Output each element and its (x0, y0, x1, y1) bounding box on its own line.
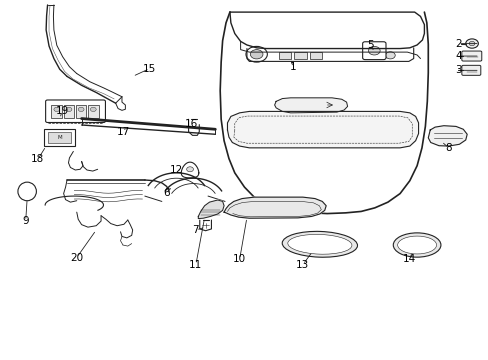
Bar (278, 52, 290, 59)
Text: M: M (57, 135, 61, 140)
Ellipse shape (282, 231, 357, 257)
Text: 5: 5 (367, 40, 373, 50)
FancyBboxPatch shape (461, 65, 480, 75)
Polygon shape (224, 197, 325, 218)
Circle shape (385, 52, 394, 59)
Ellipse shape (18, 182, 36, 201)
Text: 11: 11 (189, 260, 202, 270)
Bar (43, 129, 75, 146)
Bar (63, 105, 74, 118)
Bar (88, 105, 99, 118)
Circle shape (245, 46, 267, 62)
Polygon shape (227, 111, 418, 148)
Text: 10: 10 (233, 254, 245, 264)
Text: 9: 9 (22, 216, 29, 226)
Polygon shape (427, 126, 466, 146)
Text: 8: 8 (445, 143, 451, 153)
Text: 13: 13 (296, 260, 309, 270)
Text: 2: 2 (454, 39, 461, 49)
Bar (293, 52, 306, 59)
Text: 17: 17 (116, 127, 129, 137)
Text: 15: 15 (143, 64, 156, 73)
Polygon shape (198, 200, 224, 219)
Ellipse shape (392, 233, 440, 257)
Circle shape (368, 46, 379, 55)
Text: 18: 18 (31, 154, 44, 164)
Bar (47, 132, 71, 143)
FancyBboxPatch shape (45, 100, 105, 122)
Text: 12: 12 (169, 165, 183, 175)
Text: 19: 19 (56, 107, 69, 116)
Circle shape (468, 41, 474, 46)
Text: 1: 1 (289, 63, 296, 72)
Text: 6: 6 (163, 188, 170, 198)
FancyBboxPatch shape (362, 42, 385, 60)
Circle shape (78, 107, 84, 112)
Text: 4: 4 (454, 51, 461, 61)
Text: 3: 3 (454, 65, 461, 75)
Ellipse shape (287, 234, 351, 254)
Circle shape (90, 107, 96, 112)
FancyBboxPatch shape (461, 51, 481, 61)
Text: 20: 20 (70, 252, 83, 262)
Text: 14: 14 (403, 254, 416, 264)
Circle shape (186, 167, 193, 172)
Circle shape (54, 107, 60, 112)
Text: 7: 7 (192, 225, 199, 235)
Text: 16: 16 (184, 119, 197, 129)
Circle shape (250, 50, 263, 59)
Bar (76, 105, 86, 118)
Circle shape (66, 107, 72, 112)
Bar (51, 105, 62, 118)
Bar (309, 52, 322, 59)
Circle shape (465, 39, 477, 48)
Polygon shape (274, 98, 347, 113)
Ellipse shape (397, 236, 436, 254)
